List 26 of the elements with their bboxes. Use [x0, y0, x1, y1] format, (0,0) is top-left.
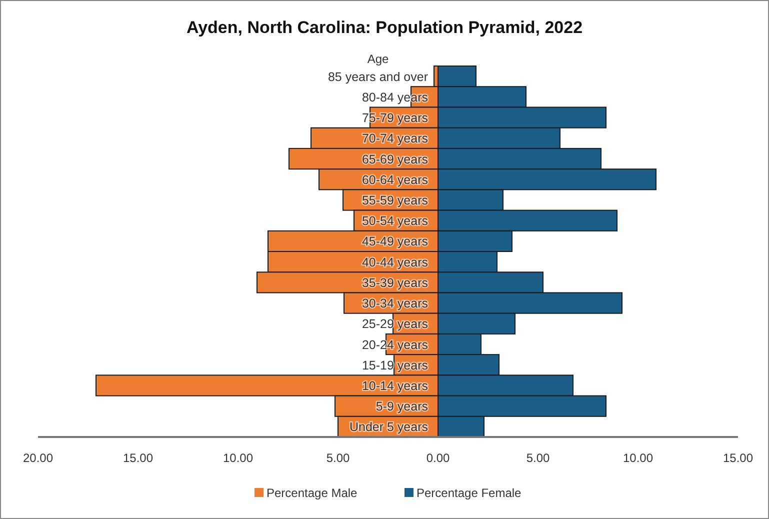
legend-label: Percentage Male [266, 486, 358, 500]
y-tick-label: Under 5 years [349, 420, 428, 434]
y-tick-label: 55-59 years [362, 193, 428, 208]
x-tick-label: 20.00 [22, 451, 54, 465]
x-tick-label: 10.00 [622, 451, 654, 465]
y-tick-label: 45-49 years [362, 234, 428, 249]
y-tick-label: 85 years and over [328, 70, 428, 84]
y-tick-label: 35-39 years [362, 276, 428, 290]
x-tick-label: 5.00 [326, 451, 350, 465]
y-tick-label: 15-19 years [362, 358, 428, 372]
y-tick-label: 40-44 years [362, 255, 428, 270]
y-axis-title: Age [367, 52, 389, 66]
chart-title: Ayden, North Carolina: Population Pyramid, 2022 [186, 18, 583, 37]
y-tick-label: 65-69 years [362, 152, 428, 166]
y-tick-label: 50-54 years [362, 214, 428, 228]
y-tick-label: 5-9 years [376, 400, 428, 414]
y-tick-label: 30-34 years [362, 296, 428, 311]
y-tick-label: 60-64 years [362, 172, 428, 187]
x-tick-label: 10.00 [222, 451, 254, 465]
x-tick-label: 15.00 [722, 451, 754, 465]
y-tick-label: 10-14 years [362, 378, 428, 393]
x-tick-label: 0.00 [426, 451, 450, 465]
legend-label: Percentage Female [416, 486, 522, 500]
y-tick-label: 70-74 years [362, 132, 428, 146]
x-tick-label: 5.00 [526, 451, 550, 465]
x-tick-label: 15.00 [122, 451, 154, 465]
